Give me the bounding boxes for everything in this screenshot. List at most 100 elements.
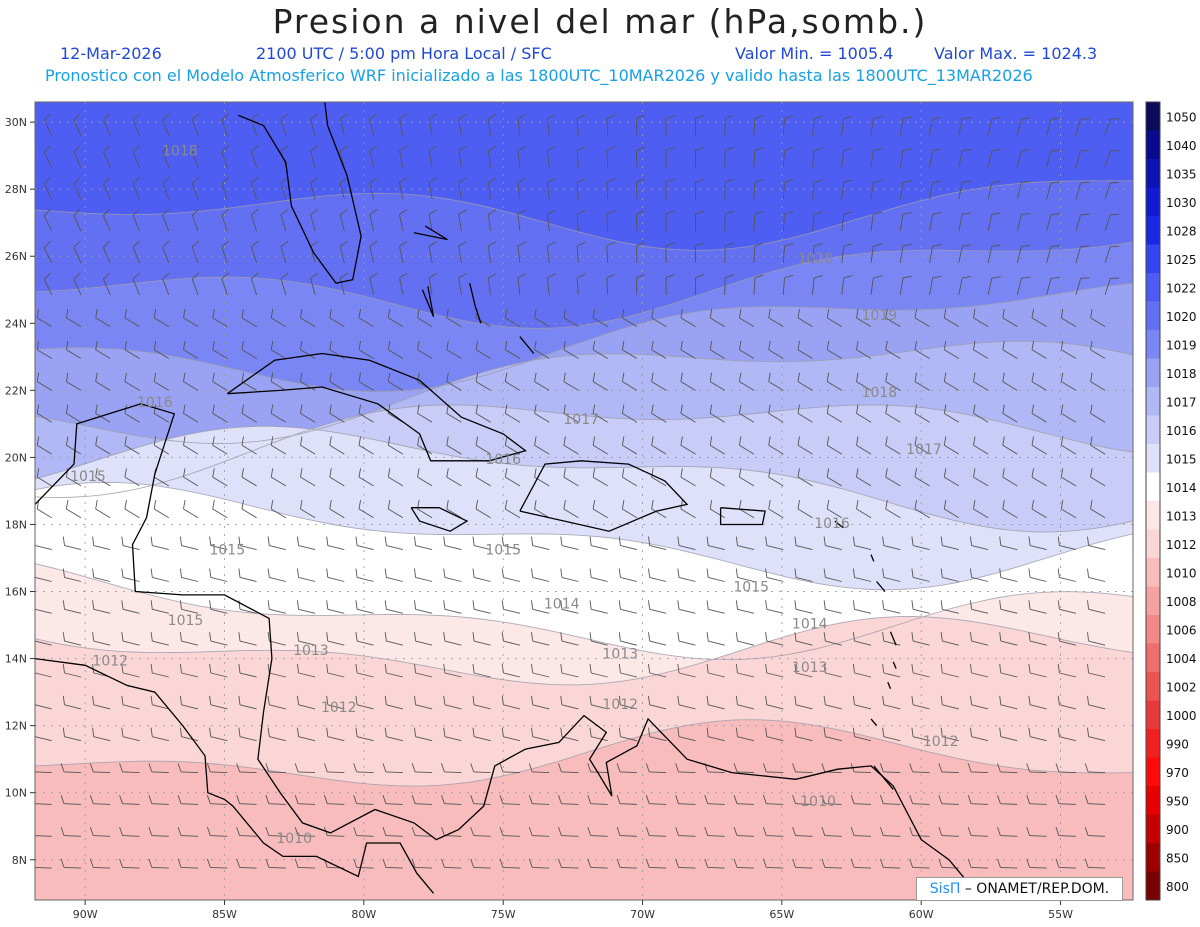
wind-barb-flag (65, 404, 69, 414)
wind-barb-flag (241, 404, 244, 414)
wind-barb-flag (267, 663, 270, 674)
wind-barb (152, 545, 169, 551)
wind-barb (239, 704, 257, 710)
wind-barb (795, 576, 813, 582)
wind-barb (153, 317, 170, 327)
wind-barb-flag (103, 240, 111, 248)
wind-barb (841, 277, 845, 295)
colorbar-swatch (1146, 273, 1160, 302)
wind-barb (503, 608, 521, 614)
wind-barb-flag (592, 340, 596, 350)
wind-barb-flag (797, 372, 800, 382)
colorbar-label: 950 (1166, 794, 1189, 808)
wind-barb (43, 120, 53, 136)
wind-barb-flag (991, 244, 1001, 247)
wind-barb (825, 545, 842, 551)
wind-barb-flag (943, 340, 947, 350)
wind-barb (327, 672, 345, 678)
wind-barb (399, 150, 404, 168)
wind-barb (576, 214, 579, 232)
wind-barb (356, 803, 374, 805)
wind-barb (547, 245, 550, 263)
wind-barb (298, 866, 316, 869)
wind-barb (458, 118, 462, 136)
wind-barb-flag (89, 826, 94, 836)
wind-barb (708, 576, 725, 582)
wind-barb-flag (353, 858, 358, 868)
wind-barb (591, 545, 608, 551)
wind-barb-flag (1057, 632, 1060, 642)
wind-barb (221, 214, 228, 232)
wind-barb-flag (967, 763, 972, 773)
wind-barb (854, 866, 872, 869)
wind-barb-flag (369, 240, 378, 247)
wind-barb (973, 508, 989, 519)
wind-barb (122, 866, 140, 869)
wind-barb-flag (458, 241, 467, 247)
wind-barb-flag (962, 180, 972, 184)
wind-barb-flag (1060, 372, 1064, 382)
wind-barb (825, 640, 842, 646)
wind-barb-flag (738, 500, 742, 510)
wind-barb-flag (35, 803, 36, 804)
wind-barb-flag (706, 600, 709, 610)
wind-barb (269, 576, 286, 582)
colorbar-label: 1018 (1166, 367, 1197, 381)
wind-barb (737, 736, 755, 742)
wind-barb (446, 413, 462, 423)
wind-barb-flag (616, 858, 621, 868)
wind-barb-flag (89, 763, 94, 773)
wind-barb-flag (856, 308, 859, 318)
wind-barb-flag (725, 242, 734, 247)
wind-barb (181, 672, 199, 678)
wind-barb-flag (706, 663, 709, 674)
wind-barb (941, 771, 959, 774)
wind-barb (183, 508, 199, 519)
wind-barb (503, 545, 521, 551)
lon-tick-label: 65W (769, 908, 794, 921)
wind-barb-flag (300, 340, 303, 350)
wind-barb-flag (300, 500, 303, 510)
wind-barb-flag (191, 208, 200, 216)
wind-barb-flag (675, 826, 679, 836)
wind-barb-flag (148, 826, 153, 836)
coastline (421, 286, 435, 317)
wind-barb (446, 476, 462, 487)
wind-barb (221, 246, 228, 264)
colorbar-label: 1002 (1166, 680, 1197, 694)
wind-barb (153, 413, 170, 423)
wind-barb-flag (677, 663, 680, 674)
wind-barb (153, 476, 170, 487)
wind-barb (152, 704, 169, 710)
wind-barb (707, 866, 725, 869)
wind-barb-flag (592, 436, 596, 446)
wind-barb-flag (92, 695, 95, 705)
wind-barb (505, 413, 521, 423)
wind-barb-flag (355, 568, 358, 578)
wind-barb-flag (1028, 536, 1031, 546)
wind-barb (591, 736, 608, 742)
wind-barb-flag (560, 600, 563, 610)
wind-barb-flag (680, 404, 683, 414)
wind-barb (124, 476, 140, 487)
wind-barb (444, 736, 462, 742)
wind-barb-flag (428, 241, 437, 247)
wind-barb (678, 803, 696, 805)
wind-barb (356, 736, 374, 742)
wind-barb-flag (733, 826, 738, 836)
wind-barb-flag (606, 146, 616, 151)
wind-barb (250, 278, 258, 295)
wind-barb-flag (384, 695, 387, 705)
wind-barb (885, 476, 901, 487)
wind-barb (212, 476, 228, 487)
wind-barb (1000, 640, 1018, 646)
wind-barb-flag (43, 208, 51, 217)
wind-barb-flag (797, 308, 800, 318)
wind-barb (270, 508, 287, 519)
wind-barb (856, 476, 872, 487)
wind-barb (93, 771, 111, 774)
isobar (35, 180, 1133, 251)
lon-tick-label: 75W (491, 908, 516, 921)
wind-barb (505, 317, 521, 327)
pressure-band (35, 404, 1133, 532)
